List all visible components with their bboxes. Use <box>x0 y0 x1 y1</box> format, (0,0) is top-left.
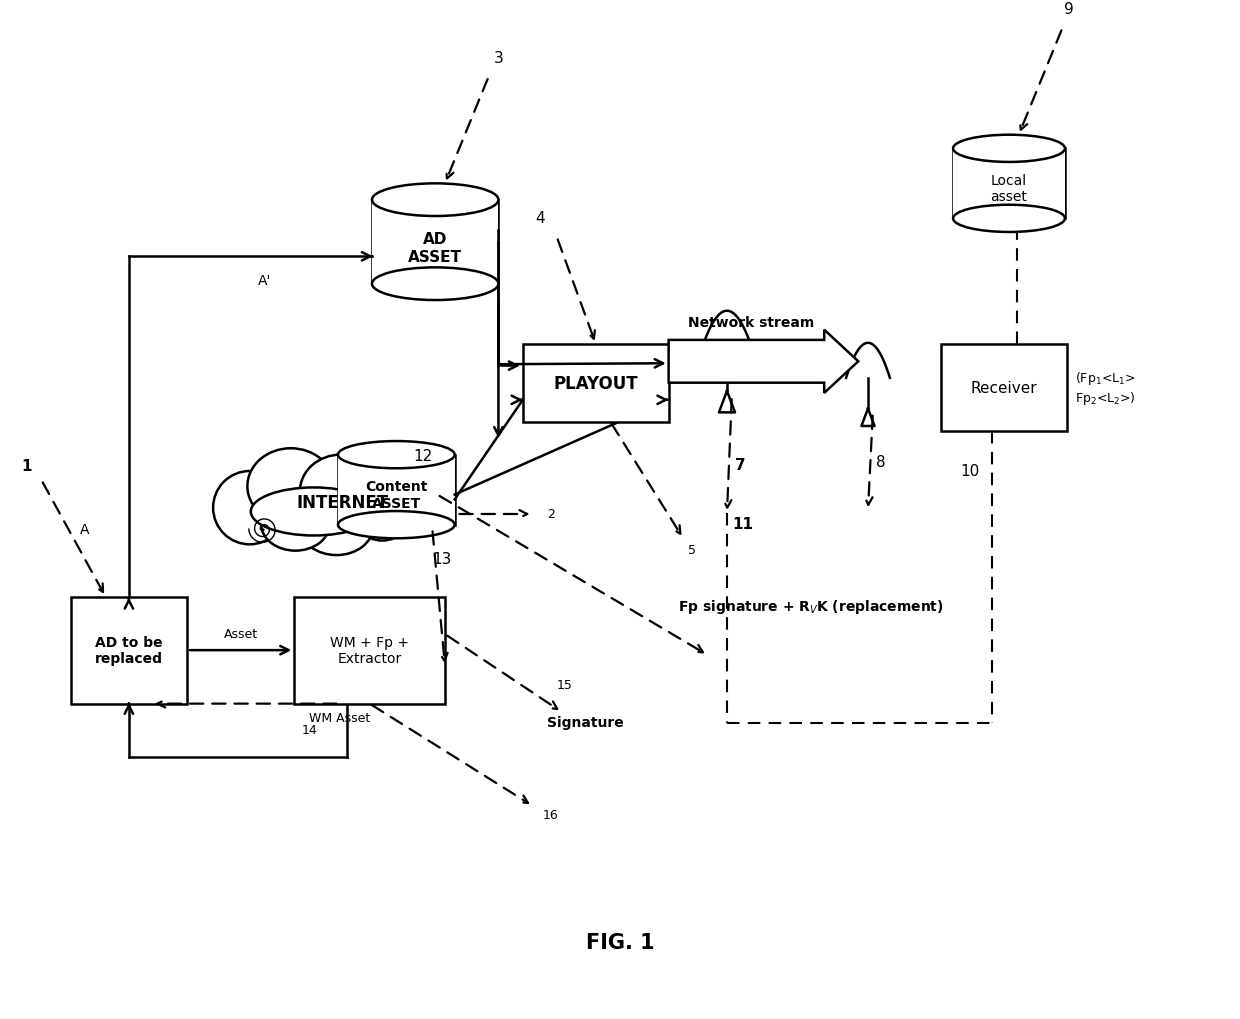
Ellipse shape <box>250 488 377 536</box>
Text: FIG. 1: FIG. 1 <box>585 932 655 952</box>
Text: Asset: Asset <box>223 627 258 640</box>
FancyArrow shape <box>668 330 858 393</box>
Ellipse shape <box>954 136 1065 163</box>
Ellipse shape <box>300 455 382 529</box>
Text: 12: 12 <box>413 449 432 464</box>
Text: 8: 8 <box>875 454 885 470</box>
Text: INTERNET: INTERNET <box>296 494 389 512</box>
Ellipse shape <box>213 472 286 545</box>
Text: Fp signature + R$_V$K (replacement): Fp signature + R$_V$K (replacement) <box>678 598 944 615</box>
Text: 9: 9 <box>1064 2 1074 17</box>
Bar <box>294 597 445 704</box>
Text: Network stream: Network stream <box>688 316 815 330</box>
Text: Local
asset: Local asset <box>991 174 1028 204</box>
Bar <box>954 149 1065 219</box>
Text: 14: 14 <box>301 723 317 736</box>
Text: 16: 16 <box>542 809 558 821</box>
Text: 11: 11 <box>732 516 753 531</box>
Bar <box>71 597 187 704</box>
Text: AD
ASSET: AD ASSET <box>408 232 463 265</box>
Ellipse shape <box>248 448 335 525</box>
Text: 7: 7 <box>735 458 745 473</box>
Text: 3: 3 <box>494 51 503 65</box>
Bar <box>941 344 1068 432</box>
Text: Receiver: Receiver <box>971 381 1038 395</box>
Text: A: A <box>79 523 89 537</box>
Ellipse shape <box>339 441 455 469</box>
Text: WM Asset: WM Asset <box>309 711 371 725</box>
Ellipse shape <box>339 512 455 539</box>
Text: 2: 2 <box>547 507 556 521</box>
Text: AD to be
replaced: AD to be replaced <box>95 636 162 665</box>
Bar <box>339 455 455 525</box>
Text: (Fp$_1$<L$_1$>
Fp$_2$<L$_2$>): (Fp$_1$<L$_1$> Fp$_2$<L$_2$>) <box>1075 370 1136 407</box>
Text: 13: 13 <box>433 551 451 567</box>
Bar <box>523 344 668 422</box>
Text: WM + Fp +
Extractor: WM + Fp + Extractor <box>330 636 409 665</box>
Text: 1: 1 <box>21 459 32 474</box>
Text: PLAYOUT: PLAYOUT <box>553 374 639 392</box>
Ellipse shape <box>954 206 1065 232</box>
Text: Content
ASSET: Content ASSET <box>365 480 428 511</box>
Bar <box>372 201 498 284</box>
Text: 15: 15 <box>557 678 573 691</box>
Text: A': A' <box>258 273 272 287</box>
Text: 10: 10 <box>961 464 980 479</box>
Ellipse shape <box>372 268 498 301</box>
Text: 5: 5 <box>688 543 696 556</box>
Ellipse shape <box>350 475 414 541</box>
Ellipse shape <box>372 184 498 217</box>
Ellipse shape <box>300 498 373 555</box>
Text: 4: 4 <box>536 211 546 226</box>
Ellipse shape <box>262 498 330 551</box>
Text: Signature: Signature <box>547 715 624 730</box>
